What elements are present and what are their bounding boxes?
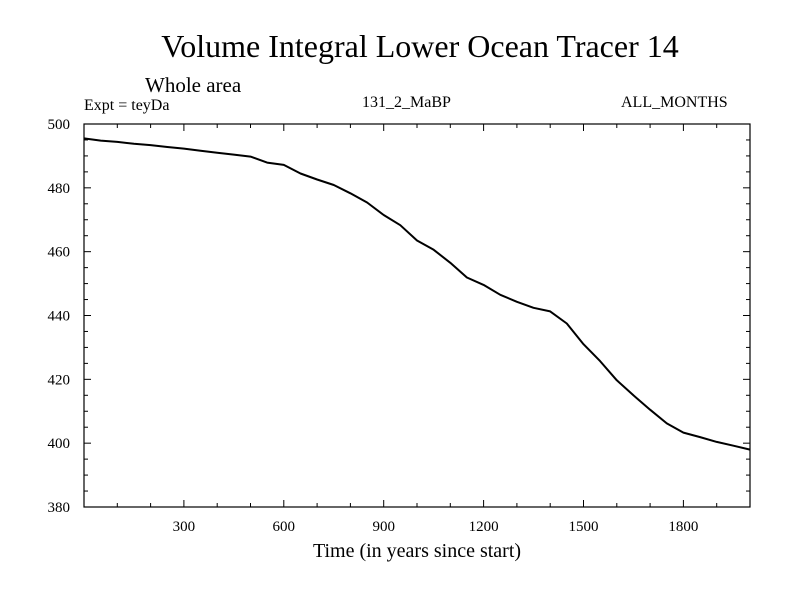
x-tick-label: 600 xyxy=(273,519,296,535)
y-tick-label: 380 xyxy=(48,500,71,516)
chart-title: Volume Integral Lower Ocean Tracer 14 xyxy=(161,28,679,64)
axis-tick-labels: 380 400 420 440 460 480 500 300 600 900 1200 1500 18… xyxy=(48,117,699,535)
chart-subtitle: Whole area xyxy=(145,73,242,97)
months-label: ALL_MONTHS xyxy=(621,94,728,111)
x-tick-label: 1200 xyxy=(469,519,499,535)
axis-ticks xyxy=(84,123,750,508)
x-tick-label: 900 xyxy=(372,519,395,535)
plot-frame xyxy=(83,123,751,508)
x-tick-label: 1500 xyxy=(569,519,599,535)
y-tick-label: 440 xyxy=(48,309,71,325)
series-line-tracer-14 xyxy=(83,137,751,451)
period-label: 131_2_MaBP xyxy=(362,94,451,111)
x-tick-label: 1800 xyxy=(668,519,698,535)
y-tick-label: 460 xyxy=(48,245,71,261)
y-tick-label: 400 xyxy=(48,436,71,452)
y-tick-label: 480 xyxy=(48,181,71,197)
x-tick-label: 300 xyxy=(173,519,196,535)
x-axis-label: Time (in years since start) xyxy=(313,540,521,562)
y-tick-label: 500 xyxy=(48,117,71,133)
experiment-label: Expt = teyDa xyxy=(84,97,170,114)
y-tick-label: 420 xyxy=(48,372,71,388)
